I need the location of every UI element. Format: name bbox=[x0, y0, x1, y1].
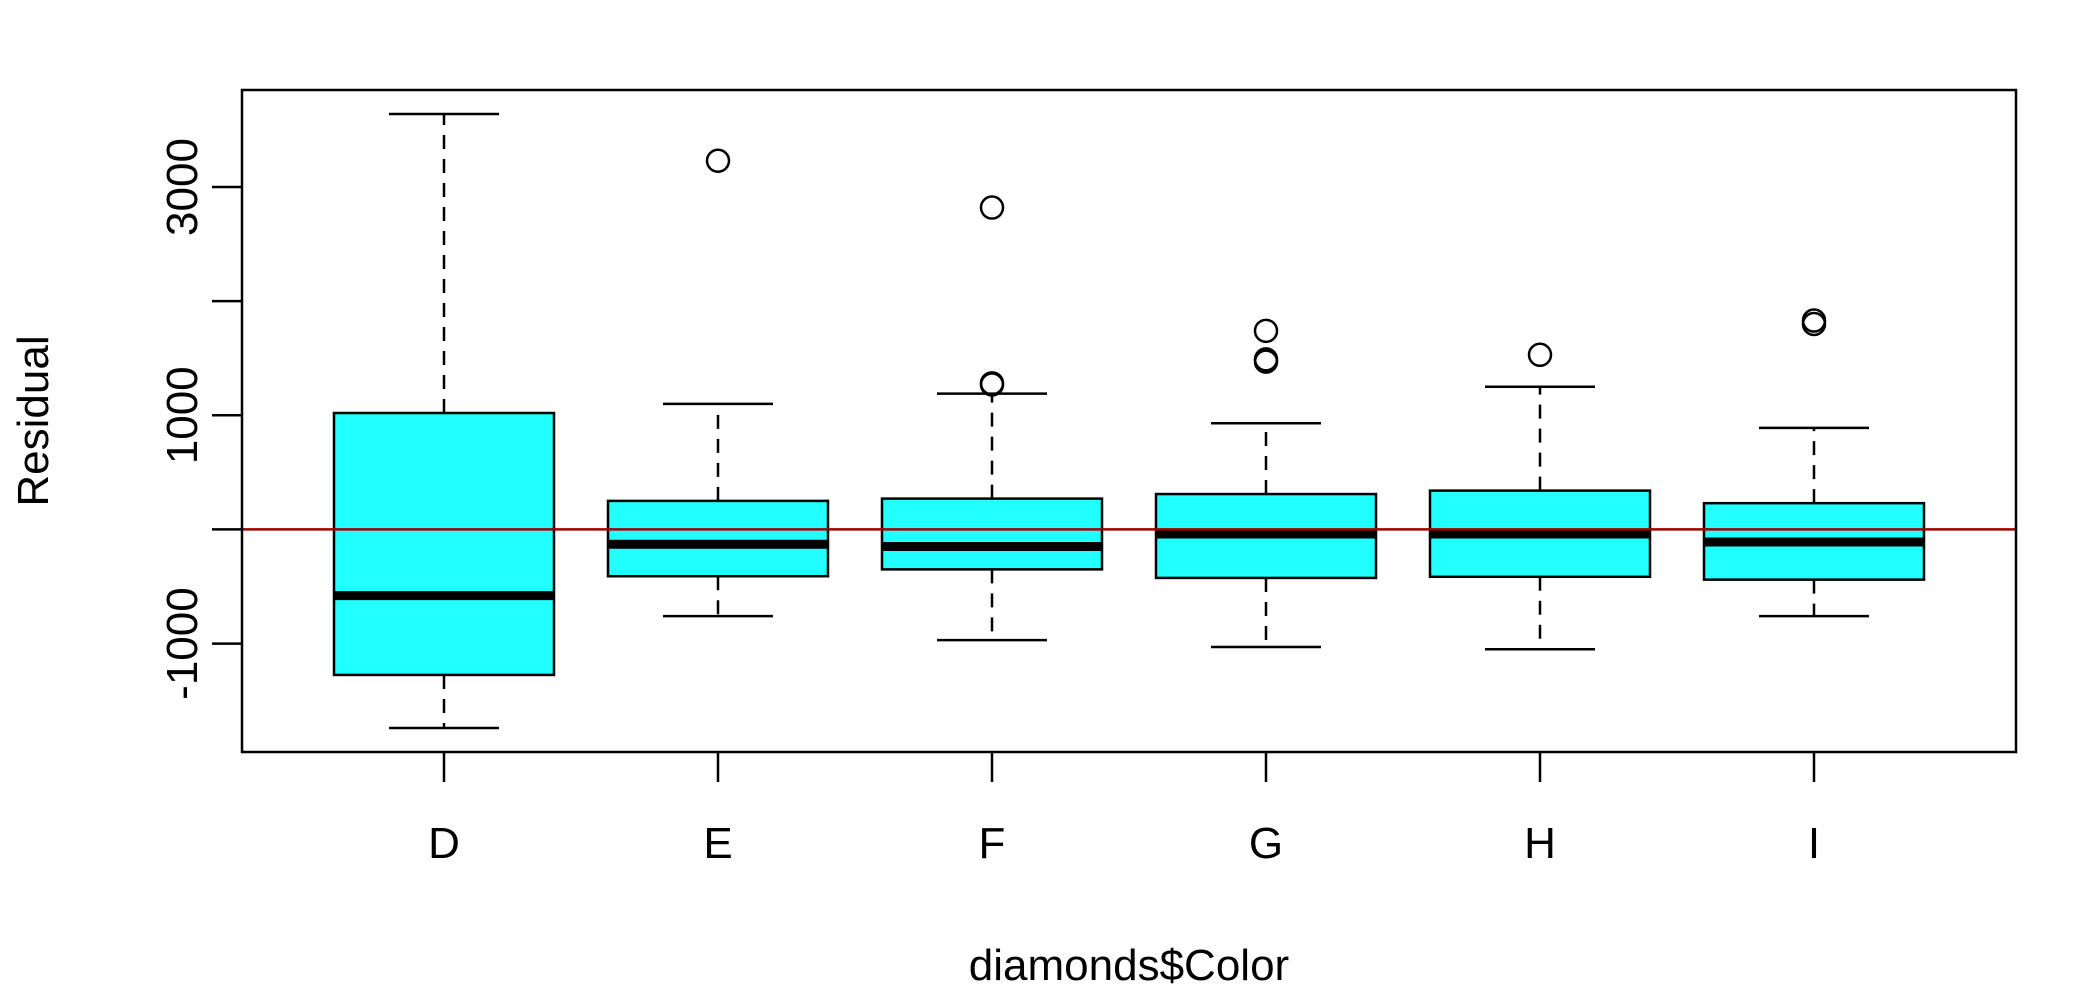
outlier-h-0 bbox=[1527, 342, 1553, 368]
x-tick-label-f: F bbox=[979, 819, 1006, 868]
x-axis-label: diamonds$Color bbox=[969, 941, 1289, 990]
box-d bbox=[332, 411, 556, 677]
x-tick-label-h: H bbox=[1524, 819, 1556, 868]
axis-layer: -1000 1000 3000 D E F G H I bbox=[158, 138, 1820, 868]
y-tick-label--1000: -1000 bbox=[158, 587, 207, 700]
x-tick-label-g: G bbox=[1249, 819, 1283, 868]
outlier-f-1 bbox=[979, 371, 1005, 396]
x-tick-label-d: D bbox=[428, 819, 460, 868]
outlier-g-1 bbox=[1253, 347, 1279, 372]
x-tick-label-e: E bbox=[703, 819, 732, 868]
y-tick-label-1000: 1000 bbox=[158, 366, 207, 464]
y-tick-label-3000: 3000 bbox=[158, 138, 207, 236]
box-f bbox=[880, 497, 1104, 571]
plot-frame bbox=[240, 88, 2018, 754]
outlier-e-0 bbox=[705, 148, 731, 174]
outlier-g-2 bbox=[1253, 318, 1279, 344]
x-tick-label-i: I bbox=[1808, 819, 1820, 868]
y-axis-label: Residual bbox=[9, 335, 58, 506]
outlier-f-2 bbox=[979, 195, 1005, 220]
outlier-i-1 bbox=[1801, 308, 1827, 333]
plot-layer bbox=[242, 112, 2016, 730]
box-e bbox=[606, 499, 830, 578]
